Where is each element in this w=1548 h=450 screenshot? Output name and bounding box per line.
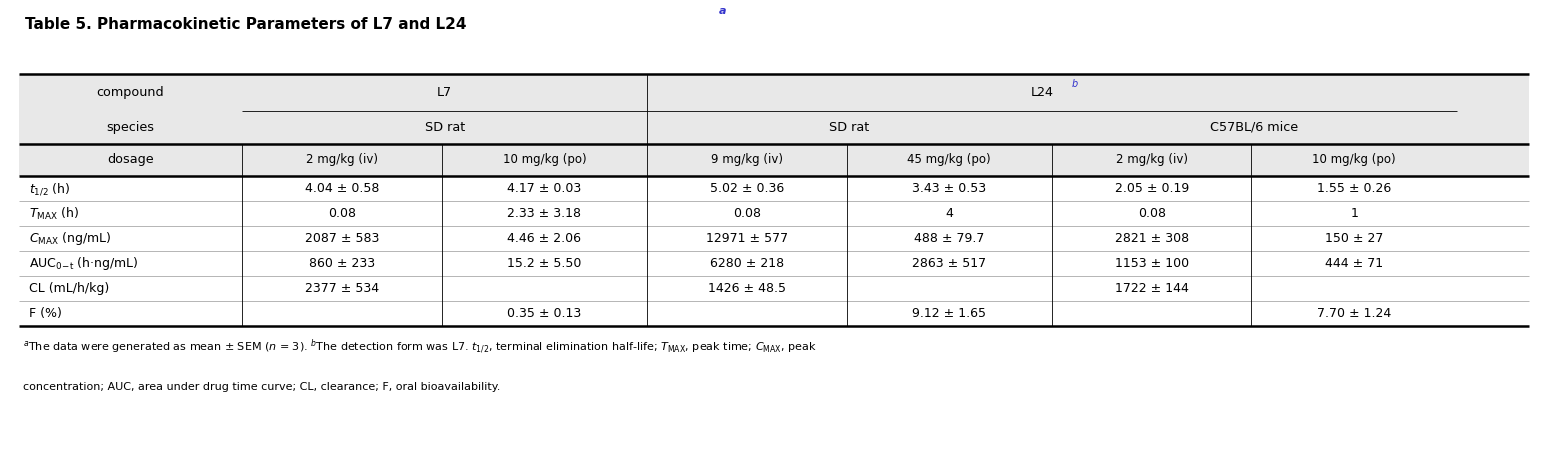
Text: 4.46 ± 2.06: 4.46 ± 2.06 xyxy=(508,232,582,245)
Text: SD rat: SD rat xyxy=(424,121,464,134)
Text: 1.55 ± 0.26: 1.55 ± 0.26 xyxy=(1317,182,1392,195)
Text: 5.02 ± 0.36: 5.02 ± 0.36 xyxy=(709,182,783,195)
Text: 2.33 ± 3.18: 2.33 ± 3.18 xyxy=(508,207,582,220)
Text: 444 ± 71: 444 ± 71 xyxy=(1325,257,1384,270)
Text: 4: 4 xyxy=(946,207,954,220)
Text: 1153 ± 100: 1153 ± 100 xyxy=(1115,257,1189,270)
Text: F (%): F (%) xyxy=(29,307,62,320)
Text: 10 mg/kg (po): 10 mg/kg (po) xyxy=(1313,153,1396,166)
Text: compound: compound xyxy=(96,86,164,99)
Text: 2821 ± 308: 2821 ± 308 xyxy=(1115,232,1189,245)
Text: 2 mg/kg (iv): 2 mg/kg (iv) xyxy=(307,153,378,166)
Text: CL (mL/h/kg): CL (mL/h/kg) xyxy=(29,282,110,295)
Text: dosage: dosage xyxy=(107,153,153,166)
Bar xyxy=(19,276,1529,301)
Text: 6280 ± 218: 6280 ± 218 xyxy=(709,257,783,270)
Text: $\rm AUC_{0\!-\!t}$ (h·ng/mL): $\rm AUC_{0\!-\!t}$ (h·ng/mL) xyxy=(29,255,139,272)
Text: 2 mg/kg (iv): 2 mg/kg (iv) xyxy=(1116,153,1187,166)
Text: Table 5. Pharmacokinetic Parameters of L7 and L24: Table 5. Pharmacokinetic Parameters of L… xyxy=(25,17,466,32)
Bar xyxy=(19,251,1529,276)
Text: 0.08: 0.08 xyxy=(328,207,356,220)
Text: $t_{1/2}$ (h): $t_{1/2}$ (h) xyxy=(29,181,71,197)
Bar xyxy=(19,176,1529,201)
Text: 12971 ± 577: 12971 ± 577 xyxy=(706,232,788,245)
Text: $^a$The data were generated as mean $\pm$ SEM ($n$ = 3). $^b$The detection form : $^a$The data were generated as mean $\pm… xyxy=(23,338,817,356)
Text: 0.35 ± 0.13: 0.35 ± 0.13 xyxy=(508,307,582,320)
Text: 7.70 ± 1.24: 7.70 ± 1.24 xyxy=(1317,307,1392,320)
Text: 1: 1 xyxy=(1350,207,1358,220)
Text: concentration; AUC, area under drug time curve; CL, clearance; F, oral bioavaila: concentration; AUC, area under drug time… xyxy=(23,382,500,392)
Text: 0.08: 0.08 xyxy=(732,207,760,220)
Text: 3.43 ± 0.53: 3.43 ± 0.53 xyxy=(912,182,986,195)
Text: 150 ± 27: 150 ± 27 xyxy=(1325,232,1384,245)
Text: 1722 ± 144: 1722 ± 144 xyxy=(1115,282,1189,295)
Text: 9.12 ± 1.65: 9.12 ± 1.65 xyxy=(912,307,986,320)
Text: 488 ± 79.7: 488 ± 79.7 xyxy=(913,232,985,245)
Text: 2087 ± 583: 2087 ± 583 xyxy=(305,232,379,245)
Text: $C_{\rm MAX}$ (ng/mL): $C_{\rm MAX}$ (ng/mL) xyxy=(29,230,111,247)
Text: 2863 ± 517: 2863 ± 517 xyxy=(912,257,986,270)
Text: 4.04 ± 0.58: 4.04 ± 0.58 xyxy=(305,182,379,195)
Text: SD rat: SD rat xyxy=(830,121,870,134)
Text: 45 mg/kg (po): 45 mg/kg (po) xyxy=(907,153,991,166)
Text: species: species xyxy=(107,121,155,134)
Text: 15.2 ± 5.50: 15.2 ± 5.50 xyxy=(508,257,582,270)
Text: 2377 ± 534: 2377 ± 534 xyxy=(305,282,379,295)
Text: L7: L7 xyxy=(437,86,452,99)
Text: 1426 ± 48.5: 1426 ± 48.5 xyxy=(707,282,786,295)
Text: b: b xyxy=(1073,78,1079,89)
Text: 10 mg/kg (po): 10 mg/kg (po) xyxy=(503,153,587,166)
Bar xyxy=(19,301,1529,326)
Bar xyxy=(19,74,1529,326)
Text: 860 ± 233: 860 ± 233 xyxy=(310,257,375,270)
Text: 9 mg/kg (iv): 9 mg/kg (iv) xyxy=(711,153,783,166)
Text: L24: L24 xyxy=(1031,86,1054,99)
Text: $T_{\rm MAX}$ (h): $T_{\rm MAX}$ (h) xyxy=(29,206,79,222)
Text: a: a xyxy=(718,6,726,16)
Text: 4.17 ± 0.03: 4.17 ± 0.03 xyxy=(508,182,582,195)
Bar xyxy=(19,226,1529,251)
Bar xyxy=(19,201,1529,226)
Text: C57BL/6 mice: C57BL/6 mice xyxy=(1211,121,1299,134)
Text: 2.05 ± 0.19: 2.05 ± 0.19 xyxy=(1115,182,1189,195)
Text: 0.08: 0.08 xyxy=(1138,207,1166,220)
